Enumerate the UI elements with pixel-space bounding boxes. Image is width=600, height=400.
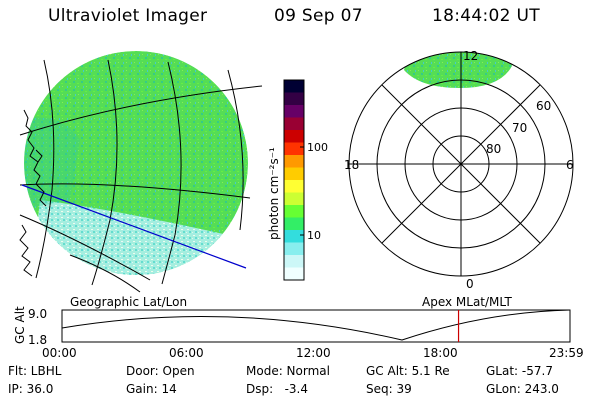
uv-image-panel bbox=[19, 51, 263, 293]
colorbar-segment bbox=[284, 192, 304, 206]
colorbar: 100 10 photon cm⁻²s⁻¹ bbox=[267, 79, 328, 281]
apex-projection-label: Apex MLat/MLT bbox=[422, 295, 512, 309]
altitude-plot-frame bbox=[61, 309, 571, 343]
lat-70-label: 70 bbox=[512, 121, 527, 135]
colorbar-segment bbox=[284, 130, 304, 143]
ip-status: IP: 36.0 bbox=[8, 382, 54, 396]
seq-status: Seq: 39 bbox=[366, 382, 412, 396]
time-tick-2359: 23:59 bbox=[549, 346, 584, 360]
gc-alt-status: GC Alt: 5.1 Re bbox=[366, 364, 450, 378]
date-label: 09 Sep 07 bbox=[274, 6, 363, 26]
instrument-title: Ultraviolet Imager bbox=[48, 6, 208, 26]
alt-tick-high: 9.0 bbox=[28, 307, 47, 321]
colorbar-segment bbox=[284, 105, 304, 118]
time-tick-0000: 00:00 bbox=[42, 346, 77, 360]
mlt-0-label: 0 bbox=[466, 277, 474, 291]
colorbar-segment bbox=[284, 230, 304, 243]
colorbar-tick-10: 10 bbox=[307, 229, 321, 242]
colorbar-segment bbox=[284, 142, 304, 156]
time-tick-0600: 06:00 bbox=[169, 346, 204, 360]
polar-plot: 12 18 6 0 60 70 80 bbox=[344, 49, 574, 291]
mlt-6-label: 6 bbox=[566, 158, 574, 172]
mlt-12-label: 12 bbox=[463, 49, 478, 63]
alt-tick-low: 1.8 bbox=[28, 333, 47, 347]
colorbar-segment bbox=[284, 255, 304, 268]
colorbar-segment bbox=[284, 217, 304, 231]
altitude-curve bbox=[61, 309, 571, 341]
colorbar-segment bbox=[284, 155, 304, 168]
altitude-plot: GC Alt 9.0 1.8 00:00 06:00 12:00 18:00 2… bbox=[13, 306, 584, 360]
geographic-projection-label: Geographic Lat/Lon bbox=[70, 295, 188, 309]
mode-status: Mode: Normal bbox=[246, 364, 330, 378]
coastline bbox=[19, 109, 47, 277]
colorbar-tick-100: 100 bbox=[307, 141, 328, 154]
colorbar-unit-label: photon cm⁻²s⁻¹ bbox=[267, 147, 281, 240]
latlon-grid bbox=[19, 59, 263, 293]
gain-status: Gain: 14 bbox=[126, 382, 177, 396]
dsp-status: Dsp: -3.4 bbox=[246, 382, 309, 396]
time-label: 18:44:02 UT bbox=[432, 6, 540, 26]
glat-status: GLat: -57.7 bbox=[486, 364, 553, 378]
ground-track-line bbox=[21, 184, 247, 269]
colorbar-segment bbox=[284, 180, 304, 193]
time-tick-1800: 18:00 bbox=[423, 346, 458, 360]
colorbar-segment bbox=[284, 92, 304, 106]
time-tick-1200: 12:00 bbox=[296, 346, 331, 360]
door-status: Door: Open bbox=[126, 364, 195, 378]
polar-aurora-patch bbox=[404, 52, 512, 88]
colorbar-segment bbox=[284, 267, 304, 281]
colorbar-segment bbox=[284, 80, 304, 93]
mlt-18-label: 18 bbox=[344, 158, 359, 172]
colorbar-segment bbox=[284, 117, 304, 131]
lat-60-label: 60 bbox=[536, 99, 551, 113]
colorbar-segment bbox=[284, 167, 304, 181]
colorbar-segment bbox=[284, 242, 304, 256]
filter-status: Flt: LBHL bbox=[8, 364, 62, 378]
glon-status: GLon: 243.0 bbox=[486, 382, 559, 396]
lat-80-label: 80 bbox=[486, 142, 501, 156]
colorbar-segment bbox=[284, 205, 304, 218]
altitude-axis-label: GC Alt bbox=[13, 306, 27, 344]
